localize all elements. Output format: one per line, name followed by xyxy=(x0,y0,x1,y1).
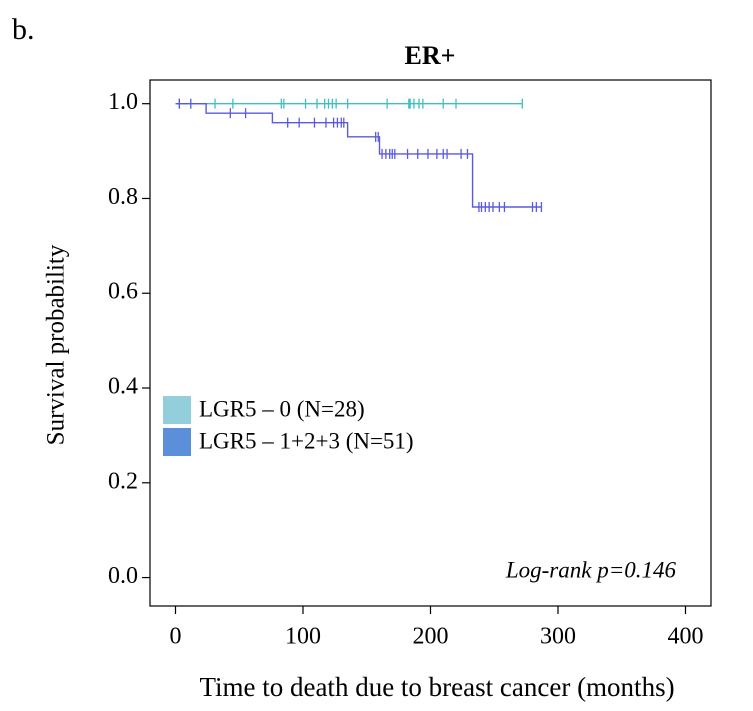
y-tick-label: 0.4 xyxy=(108,374,138,400)
y-tick-label: 0.8 xyxy=(108,184,138,210)
x-axis-label: Time to death due to breast cancer (mont… xyxy=(199,672,674,702)
annotation: Log-rank p=0.146 xyxy=(505,557,677,582)
chart-title: ER+ xyxy=(405,41,456,70)
y-tick-label: 0.6 xyxy=(108,279,138,305)
y-tick-label: 0.2 xyxy=(108,468,138,494)
y-axis-label: Survival probability xyxy=(43,244,70,445)
x-tick-label: 200 xyxy=(413,624,449,650)
legend-label: LGR5 – 1+2+3 (N=51) xyxy=(199,428,414,453)
legend-label: LGR5 – 0 (N=28) xyxy=(199,396,365,421)
legend-swatch xyxy=(163,428,191,456)
x-tick-label: 0 xyxy=(170,624,182,650)
survival-curve xyxy=(175,102,542,208)
legend-swatch xyxy=(163,396,191,424)
x-tick-label: 100 xyxy=(285,624,321,650)
x-tick-label: 400 xyxy=(668,624,704,650)
y-tick-label: 1.0 xyxy=(108,89,138,115)
plot-frame xyxy=(149,79,712,607)
y-tick-label: 0.0 xyxy=(108,563,138,589)
x-tick-label: 300 xyxy=(540,624,576,650)
panel-label: b. xyxy=(12,13,35,46)
